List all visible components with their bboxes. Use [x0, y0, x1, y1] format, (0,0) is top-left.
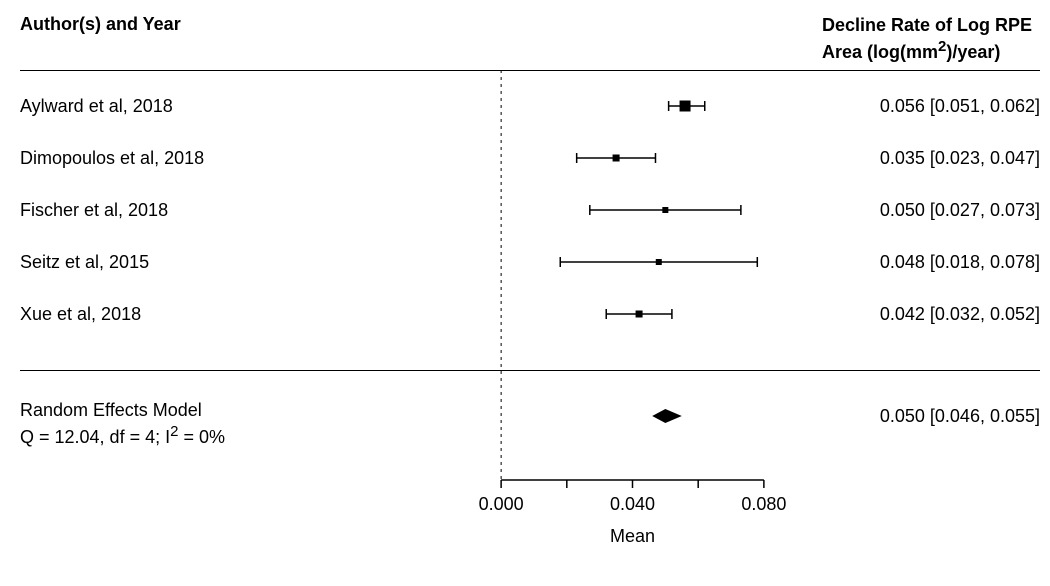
x-axis-label: Mean: [610, 526, 655, 546]
point-marker: [613, 155, 620, 162]
summary-diamond: [652, 409, 682, 423]
point-marker: [662, 207, 668, 213]
point-marker: [656, 259, 662, 265]
x-axis-tick-label: 0.040: [610, 494, 655, 514]
point-marker: [680, 101, 691, 112]
forest-plot-container: Author(s) and Year Decline Rate of Log R…: [0, 0, 1050, 586]
x-axis-tick-label: 0.000: [479, 494, 524, 514]
forest-plot-svg: 0.000 0.040 0.080 Mean: [0, 0, 1050, 586]
x-axis-tick-label: 0.080: [741, 494, 786, 514]
point-marker: [636, 311, 643, 318]
